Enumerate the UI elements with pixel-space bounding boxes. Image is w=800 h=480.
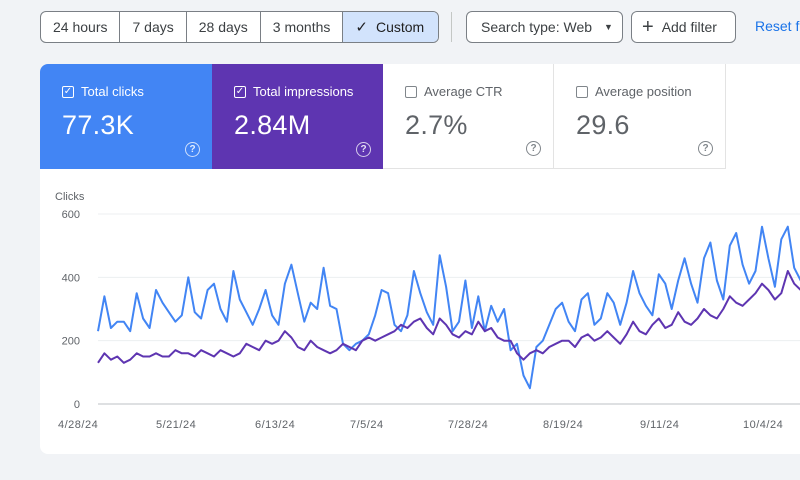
range-custom-label: Custom: [375, 19, 425, 35]
x-tick-label: 8/19/24: [543, 419, 583, 431]
metric-value: 2.7%: [405, 110, 468, 140]
checkbox-checked-icon[interactable]: ✓: [62, 85, 74, 98]
range-28-days[interactable]: 28 days: [187, 12, 261, 42]
metric-label: Average position: [595, 84, 692, 99]
y-tick-label: 400: [62, 272, 80, 284]
metric-average-ctr[interactable]: Average CTR 2.7% ?: [383, 64, 554, 169]
metric-label-row: Average position: [576, 84, 725, 99]
y-axis-title: Clicks: [55, 191, 85, 203]
search-type-label: Search type: Web: [481, 19, 593, 35]
y-tick-label: 0: [74, 399, 80, 411]
help-icon[interactable]: ?: [698, 141, 713, 156]
x-tick-label: 7/5/24: [350, 419, 384, 431]
range-3-months[interactable]: 3 months: [261, 12, 344, 42]
x-tick-label: 4/28/24: [58, 419, 98, 431]
metric-total-impressions[interactable]: ✓ Total impressions 2.84M ?: [212, 64, 383, 169]
chart-svg: 0 200 400 600 4/28/24 5/21/24 6/13/24 7/5/24 7/2…: [58, 209, 800, 431]
reset-filters-link[interactable]: Reset fi: [755, 18, 800, 34]
check-icon: ✓: [355, 19, 368, 36]
y-tick-label: 200: [62, 336, 80, 348]
y-tick-label: 600: [62, 209, 80, 221]
metric-value: 2.84M: [234, 110, 311, 140]
metric-label: Total impressions: [253, 84, 354, 99]
series-line-clicks: [97, 225, 800, 390]
range-24-hours[interactable]: 24 hours: [41, 12, 121, 42]
plus-icon: +: [642, 16, 654, 38]
performance-chart: Clicks 0 200 400 600 4/28/24 5/21/24 6/13/24 7/…: [40, 169, 800, 454]
range-7-days[interactable]: 7 days: [120, 12, 187, 42]
metric-value: 29.6: [576, 110, 630, 140]
x-tick-label: 9/11/24: [640, 419, 679, 431]
x-tick-label: 7/28/24: [448, 419, 488, 431]
metric-average-position[interactable]: Average position 29.6 ?: [554, 64, 726, 169]
x-tick-label: 10/4/24: [743, 419, 783, 431]
dropdown-caret-icon: ▼: [604, 22, 613, 32]
metric-label-row: Average CTR: [405, 84, 553, 99]
x-tick-label: 5/21/24: [156, 419, 196, 431]
performance-card: ✓ Total clicks 77.3K ? ✓ Total impressio…: [40, 64, 800, 454]
checkbox-unchecked-icon[interactable]: [576, 85, 588, 98]
x-tick-label: 6/13/24: [255, 419, 295, 431]
toolbar: 24 hours 7 days 28 days 3 months ✓ Custo…: [0, 0, 800, 54]
help-icon[interactable]: ?: [356, 142, 371, 157]
toolbar-divider: [451, 12, 452, 42]
series-line-impressions: [97, 270, 800, 364]
add-filter-button[interactable]: + Add filter: [631, 11, 736, 43]
checkbox-checked-icon[interactable]: ✓: [234, 85, 246, 98]
metric-label: Total clicks: [81, 84, 144, 99]
metric-value: 77.3K: [62, 110, 135, 140]
search-type-dropdown[interactable]: Search type: Web ▼: [466, 11, 623, 43]
date-range-selector: 24 hours 7 days 28 days 3 months ✓ Custo…: [40, 11, 440, 43]
metric-label-row: ✓ Total clicks: [62, 84, 212, 99]
checkbox-unchecked-icon[interactable]: [405, 85, 417, 98]
add-filter-label: Add filter: [661, 19, 717, 35]
metric-total-clicks[interactable]: ✓ Total clicks 77.3K ?: [40, 64, 212, 169]
range-custom[interactable]: ✓ Custom: [343, 12, 439, 42]
help-icon[interactable]: ?: [185, 142, 200, 157]
metric-label: Average CTR: [424, 84, 503, 99]
metric-label-row: ✓ Total impressions: [234, 84, 383, 99]
help-icon[interactable]: ?: [526, 141, 541, 156]
